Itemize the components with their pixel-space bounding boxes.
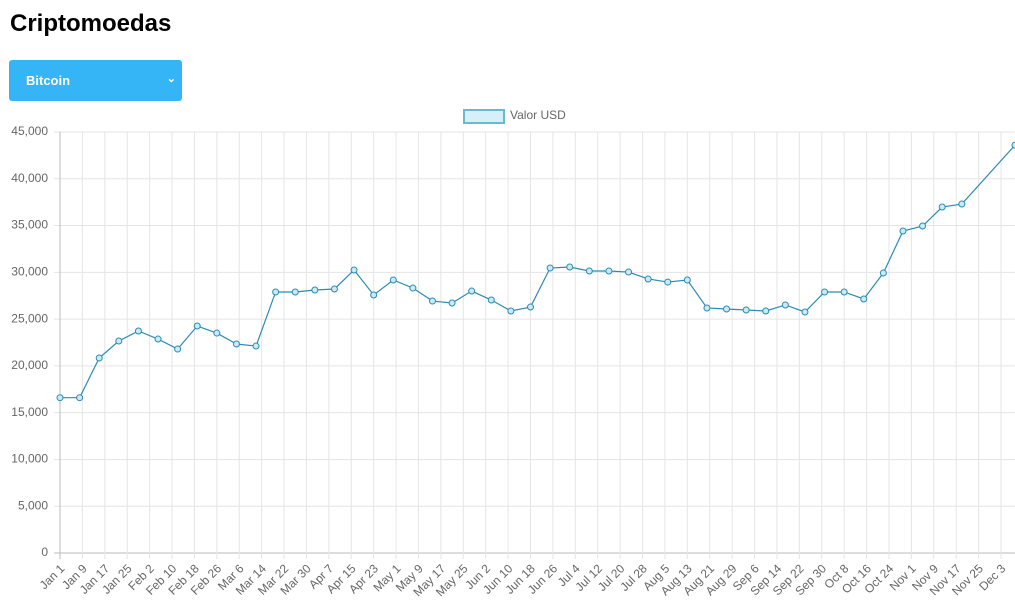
data-point	[409, 284, 417, 292]
y-tick-label: 5,000	[18, 498, 48, 512]
data-point	[370, 291, 378, 299]
select-arrow: ⌄	[166, 73, 176, 85]
data-point	[350, 266, 358, 274]
data-point	[213, 329, 221, 337]
y-tick-label: 0	[41, 545, 48, 559]
x-tick-label: Jan 1	[37, 561, 68, 592]
data-point	[585, 267, 593, 275]
data-point	[428, 297, 436, 305]
y-tick-label: 25,000	[11, 311, 48, 325]
data-point	[801, 308, 809, 316]
data-point	[330, 285, 338, 293]
data-point	[154, 335, 162, 343]
data-point	[605, 267, 613, 275]
data-point	[723, 305, 731, 313]
data-point	[232, 340, 240, 348]
data-point	[134, 327, 142, 335]
data-point	[762, 307, 770, 315]
data-point	[899, 227, 907, 235]
y-tick-label: 10,000	[11, 452, 48, 466]
y-tick-label: 15,000	[11, 405, 48, 419]
data-point	[487, 296, 495, 304]
legend-swatch	[463, 109, 505, 124]
y-tick-label: 45,000	[11, 124, 48, 138]
data-point	[879, 269, 887, 277]
data-point	[840, 288, 848, 296]
legend-label: Valor USD	[510, 108, 566, 122]
data-point	[919, 222, 927, 230]
y-tick-label: 40,000	[11, 171, 48, 185]
y-tick-label: 35,000	[11, 218, 48, 232]
data-point	[1011, 141, 1015, 149]
data-point	[546, 264, 554, 272]
data-point	[860, 295, 868, 303]
y-tick-label: 30,000	[11, 265, 48, 279]
data-point	[781, 301, 789, 309]
data-point	[252, 342, 260, 350]
data-point	[703, 304, 711, 312]
page-title: Criptomoedas	[10, 10, 172, 37]
select-value: Bitcoin	[26, 73, 71, 88]
data-point	[507, 307, 515, 315]
data-point	[174, 345, 182, 353]
y-tick-label: 20,000	[11, 358, 48, 372]
data-point	[115, 337, 123, 345]
data-point	[683, 276, 691, 284]
data-point	[625, 268, 633, 276]
data-point	[664, 278, 672, 286]
data-point	[389, 276, 397, 284]
data-point	[938, 203, 946, 211]
data-line	[60, 144, 1015, 399]
data-point	[193, 322, 201, 330]
data-point	[56, 394, 64, 402]
data-point	[76, 394, 84, 402]
data-point	[526, 303, 534, 311]
data-point	[566, 263, 574, 271]
data-point	[311, 286, 319, 294]
data-point	[448, 299, 456, 307]
data-point	[958, 200, 966, 208]
x-tick-label: Dec 3	[976, 561, 1008, 593]
data-point	[742, 306, 750, 314]
data-point	[821, 288, 829, 296]
data-point	[272, 288, 280, 296]
crypto-select[interactable]: Bitcoin ⌄	[9, 60, 182, 101]
data-point	[95, 354, 103, 362]
data-point	[468, 287, 476, 295]
data-point	[644, 275, 652, 283]
data-point	[291, 288, 299, 296]
